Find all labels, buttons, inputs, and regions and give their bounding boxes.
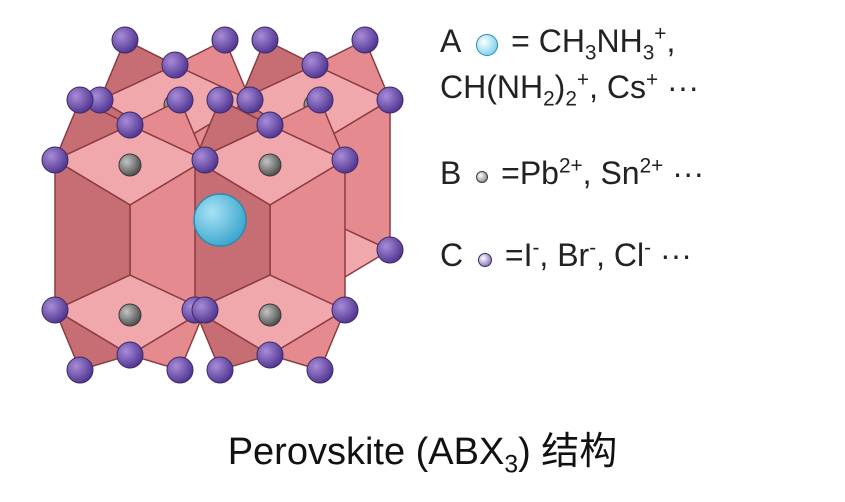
atom-c (352, 27, 378, 53)
atom-c (252, 27, 278, 53)
atom-b (119, 154, 141, 176)
atom-b (259, 304, 281, 326)
legend-row-a: A = CH3NH3+,CH(NH2)2+, Cs+ ··· (440, 20, 840, 112)
atom-c (67, 357, 93, 383)
atom-a (194, 194, 246, 246)
atom-c (237, 87, 263, 113)
legend-swatch-c (478, 253, 492, 267)
legend-letter-a: A (440, 23, 461, 59)
legend-row-b: B =Pb2+, Sn2+ ··· (440, 152, 840, 194)
atom-c (117, 342, 143, 368)
atom-c (257, 112, 283, 138)
crystal-structure-diagram (20, 10, 420, 410)
atom-b (259, 154, 281, 176)
caption: Perovskite (ABX3) 结构 (0, 420, 845, 480)
legend-text-c: =I-, Br-, Cl- ··· (505, 237, 692, 273)
atom-c (42, 147, 68, 173)
atom-c (377, 237, 403, 263)
legend-letter-c: C (440, 237, 463, 273)
atom-c (192, 147, 218, 173)
atom-c (112, 27, 138, 53)
atom-b (119, 304, 141, 326)
atom-c (207, 87, 233, 113)
atom-c (67, 87, 93, 113)
legend: A = CH3NH3+,CH(NH2)2+, Cs+ ··· B =Pb2+, … (440, 20, 840, 317)
atom-c (212, 27, 238, 53)
atom-c (332, 147, 358, 173)
legend-swatch-b (476, 171, 488, 183)
atom-c (207, 357, 233, 383)
atom-c (307, 87, 333, 113)
atom-c (192, 297, 218, 323)
legend-text-b: =Pb2+, Sn2+ ··· (501, 155, 704, 191)
legend-text-a: = CH3NH3+,CH(NH2)2+, Cs+ ··· (440, 23, 699, 105)
atom-c (162, 52, 188, 78)
atom-c (377, 87, 403, 113)
legend-letter-b: B (440, 155, 461, 191)
atom-c (257, 342, 283, 368)
legend-swatch-a (476, 34, 498, 56)
atom-c (307, 357, 333, 383)
atom-c (302, 52, 328, 78)
perovskite-svg (20, 10, 420, 410)
atom-c (117, 112, 143, 138)
atom-c (332, 297, 358, 323)
atom-c (42, 297, 68, 323)
atom-c (167, 87, 193, 113)
legend-row-c: C =I-, Br-, Cl- ··· (440, 234, 840, 276)
atom-c (167, 357, 193, 383)
